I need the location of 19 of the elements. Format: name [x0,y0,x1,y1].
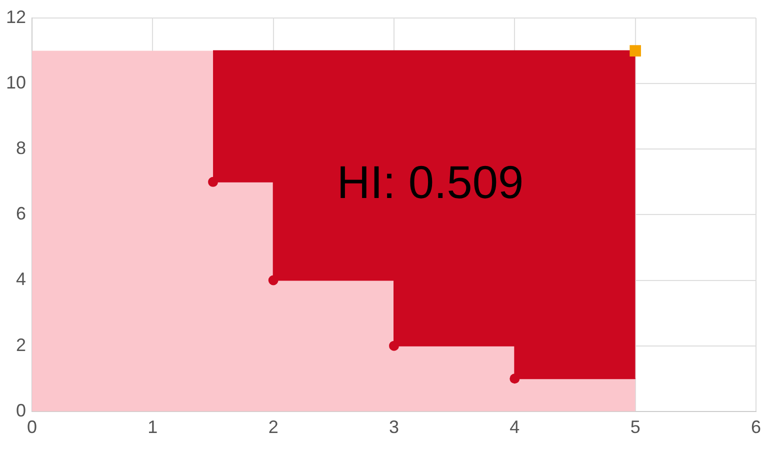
x-tick-label: 5 [630,417,640,438]
y-tick-label: 6 [16,204,26,224]
y-tick-label: 2 [16,334,26,355]
point [208,176,218,187]
x-tick-label: 6 [750,417,762,438]
y-tick-label: 0 [16,400,26,420]
y-tick-label: 10 [6,72,26,93]
y-tick-label: 12 [6,6,26,27]
x-tick-label: 1 [148,417,158,438]
point [630,45,641,56]
x-tick-label: 4 [510,417,520,438]
x-tick-label: 2 [268,417,278,438]
point [510,374,520,384]
y-tick-label: 8 [16,138,26,158]
annotation: HI: 0.509 [336,156,524,208]
y-tick-label: 4 [16,269,26,290]
point [389,340,400,351]
x-tick-label: 3 [389,417,400,438]
point [268,275,278,286]
